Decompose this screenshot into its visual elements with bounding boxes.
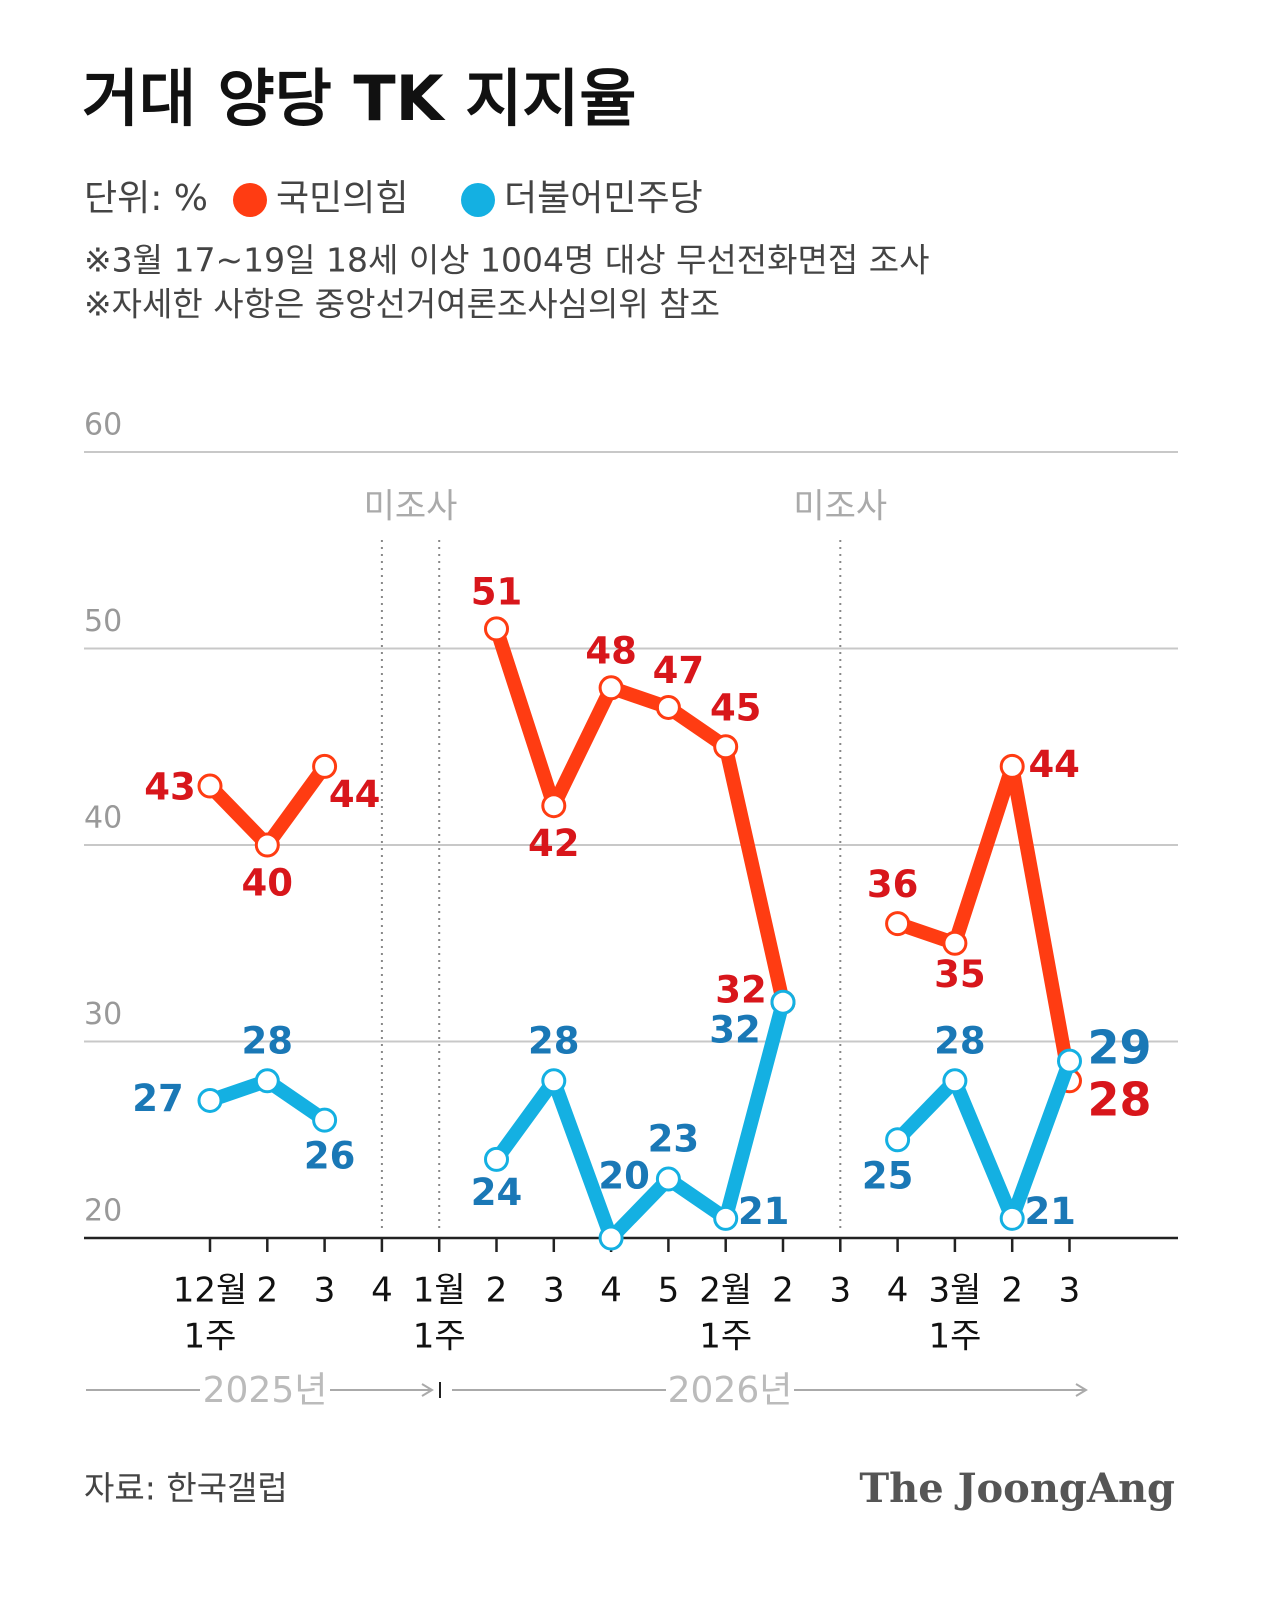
x-tick-label: 12월 — [173, 1271, 248, 1311]
value-label: 27 — [132, 1077, 184, 1120]
point — [484, 1146, 509, 1172]
point — [885, 1127, 911, 1153]
legend-label: 더불어민주당 — [504, 178, 703, 219]
y-tick-label: 40 — [84, 801, 122, 836]
point — [541, 1068, 567, 1094]
source: 자료: 한국갤럽 — [84, 1469, 288, 1508]
value-label: 20 — [598, 1155, 650, 1198]
point — [598, 675, 624, 701]
value-label: 42 — [528, 822, 580, 865]
x-tick-label: 1주 — [699, 1317, 752, 1357]
value-label: 43 — [144, 766, 196, 809]
point — [312, 753, 338, 779]
x-tick-label: 2 — [1001, 1271, 1023, 1311]
value-label: 28 — [934, 1019, 986, 1062]
gap-label: 미조사 — [793, 487, 887, 527]
point — [713, 1205, 739, 1231]
x-tick-label: 1주 — [184, 1317, 237, 1357]
value-label: 40 — [242, 862, 294, 905]
point — [254, 832, 280, 858]
point — [598, 1225, 624, 1251]
x-tick-label: 5 — [658, 1271, 680, 1311]
year-arrowhead — [1075, 1383, 1088, 1397]
point — [942, 1068, 968, 1094]
y-tick-label: 50 — [84, 604, 122, 639]
x-tick-label: 4 — [371, 1271, 393, 1311]
x-tick-label: 1월 — [413, 1271, 466, 1311]
value-label: 48 — [585, 629, 637, 672]
x-tick-label: 3 — [314, 1271, 336, 1311]
point — [197, 773, 223, 799]
legend-swatch — [461, 183, 495, 217]
series-line — [204, 626, 1077, 1083]
x-tick-label: 3 — [1059, 1271, 1081, 1311]
point — [254, 1068, 280, 1094]
value-label: 35 — [934, 953, 986, 996]
value-label: 21 — [738, 1190, 790, 1233]
x-tick-label: 2월 — [699, 1271, 752, 1311]
value-label: 44 — [1028, 743, 1080, 786]
value-label: 51 — [471, 570, 523, 613]
value-label: 25 — [862, 1154, 914, 1197]
point — [713, 734, 739, 760]
x-tick-label: 2 — [486, 1271, 508, 1311]
point — [999, 753, 1025, 779]
value-label: 32 — [715, 969, 767, 1012]
value-label: 32 — [709, 1009, 761, 1052]
point — [942, 930, 968, 956]
x-tick-label: 2 — [772, 1271, 794, 1311]
x-tick-label: 3월 — [928, 1271, 981, 1311]
value-label: 28 — [1087, 1072, 1151, 1126]
point — [655, 694, 681, 720]
value-label: 28 — [528, 1019, 580, 1062]
value-label: 23 — [648, 1118, 700, 1161]
y-tick-label: 20 — [84, 1194, 122, 1229]
chart-title: 거대 양당 TK 지지율 — [82, 62, 636, 135]
value-label: 45 — [710, 686, 762, 729]
point — [999, 1205, 1025, 1231]
x-tick-label: 2 — [256, 1271, 278, 1311]
x-tick-label: 1주 — [928, 1317, 981, 1357]
logo: The JoongAng — [859, 1465, 1175, 1512]
x-tick-label: 3 — [543, 1271, 565, 1311]
value-label: 26 — [304, 1135, 356, 1178]
gap-label: 미조사 — [364, 487, 458, 527]
point — [770, 989, 796, 1015]
value-label: 24 — [471, 1171, 523, 1214]
point — [655, 1166, 681, 1192]
note: ※3월 17~19일 18세 이상 1004명 대상 무선전화면접 조사 — [84, 241, 929, 280]
x-tick-label: 1주 — [413, 1317, 466, 1357]
point — [312, 1107, 338, 1133]
value-label: 28 — [242, 1019, 294, 1062]
unit: 단위: % — [84, 178, 208, 219]
year-arrowhead — [421, 1383, 434, 1397]
value-label: 21 — [1024, 1190, 1076, 1233]
year-label: 2026년 — [668, 1370, 793, 1411]
year-label: 2025년 — [203, 1370, 328, 1411]
x-tick-label: 3 — [829, 1271, 851, 1311]
value-label: 36 — [867, 863, 919, 906]
note: ※자세한 사항은 중앙선거여론조사심의위 참조 — [84, 285, 720, 324]
point — [484, 616, 509, 642]
point — [885, 911, 911, 937]
point — [1057, 1048, 1082, 1074]
point — [541, 793, 567, 819]
legend-label: 국민의힘 — [276, 178, 408, 219]
x-tick-label: 4 — [887, 1271, 909, 1311]
y-tick-label: 30 — [84, 997, 122, 1032]
value-label: 47 — [653, 649, 705, 692]
value-label: 29 — [1087, 1021, 1151, 1075]
legend-swatch — [233, 183, 267, 217]
value-label: 44 — [329, 773, 381, 816]
point — [197, 1087, 223, 1113]
x-tick-label: 4 — [600, 1271, 622, 1311]
y-tick-label: 60 — [84, 408, 122, 443]
